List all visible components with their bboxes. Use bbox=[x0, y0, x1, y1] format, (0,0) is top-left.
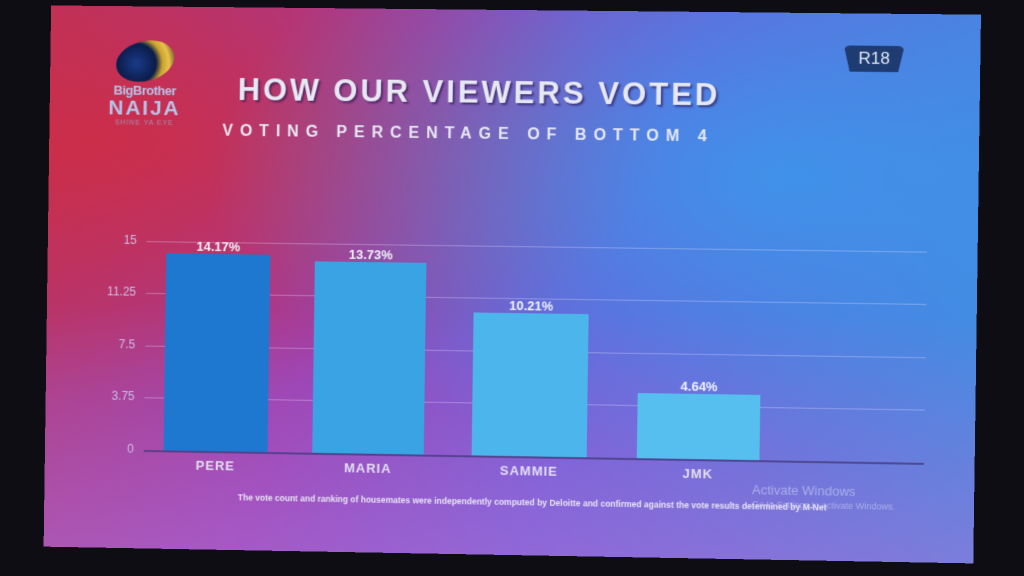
y-tick-15: 15 bbox=[123, 232, 137, 247]
bar-category-label: JMK bbox=[682, 465, 714, 482]
bar-sammie: 10.21% SAMMIE bbox=[471, 298, 589, 479]
bar-maria: 13.73% MARIA bbox=[312, 247, 427, 476]
bar-category-label: PERE bbox=[195, 457, 235, 474]
bar-value-label: 10.21% bbox=[509, 298, 554, 314]
tv-screen: BigBrother NAIJA SHINE YA EYE R18 HOW OU… bbox=[43, 5, 981, 564]
chart-subtitle: VOTING PERCENTAGE OF BOTTOM 4 bbox=[222, 122, 714, 146]
bar-value-label: 14.17% bbox=[196, 238, 241, 255]
logo-naija: NAIJA bbox=[108, 96, 181, 121]
rating-badge: R18 bbox=[844, 45, 905, 72]
chart-title: HOW OUR VIEWERS VOTED bbox=[237, 72, 721, 113]
y-tick-0: 0 bbox=[127, 441, 134, 456]
show-logo: BigBrother NAIJA SHINE YA EYE bbox=[105, 34, 185, 128]
bar-chart: 15 11.25 7.5 3.75 0 14.17% PERE 13.73% M… bbox=[64, 232, 947, 505]
bar-pere: 14.17% PERE bbox=[163, 239, 271, 473]
bar-value-label: 4.64% bbox=[680, 378, 718, 395]
bar-jmk: 4.64% JMK bbox=[636, 379, 761, 481]
watermark-line1: Activate Windows bbox=[751, 482, 856, 499]
bar-category-label: SAMMIE bbox=[499, 462, 558, 479]
y-tick-7-5: 7.5 bbox=[118, 337, 136, 352]
bar-category-label: MARIA bbox=[343, 460, 392, 477]
bar-value-label: 13.73% bbox=[348, 246, 393, 263]
y-tick-11-25: 11.25 bbox=[107, 284, 137, 299]
y-tick-3-75: 3.75 bbox=[111, 388, 135, 404]
eye-logo-icon bbox=[111, 34, 179, 88]
logo-tagline: SHINE YA EYE bbox=[114, 119, 174, 128]
